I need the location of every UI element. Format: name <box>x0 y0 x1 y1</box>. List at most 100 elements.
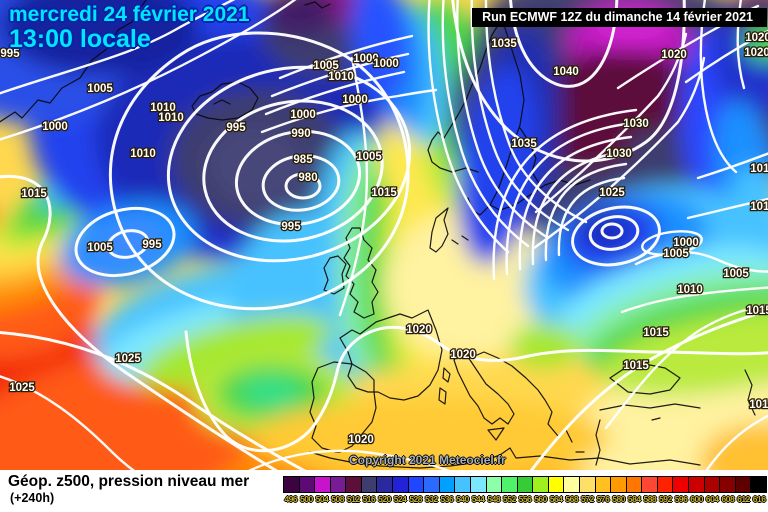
isobar-label: 1015 <box>746 305 768 317</box>
isobar-label: 1000 <box>673 237 699 249</box>
scale-value: 512 <box>346 494 360 504</box>
isobar-contours <box>0 0 768 470</box>
isobar-label: 1005 <box>87 242 113 254</box>
scale-value: 608 <box>721 494 735 504</box>
isobar-label: 1000 <box>342 94 368 106</box>
scale-value: 496 <box>284 494 298 504</box>
isobar-label: 1025 <box>115 353 141 365</box>
isobar-label: 1020 <box>406 324 432 336</box>
coast-italy <box>438 349 515 441</box>
isobar-label: 995 <box>142 239 162 251</box>
scale-value: 556 <box>518 494 532 504</box>
isobar-label: 1015 <box>21 188 47 200</box>
isobar-label: 1030 <box>623 118 649 130</box>
isobar-label: 1030 <box>606 148 632 160</box>
forecast-lead-time: (+240h) <box>10 491 55 505</box>
scale-value: 588 <box>643 494 657 504</box>
scale-color-box <box>611 477 627 492</box>
scale-value: 568 <box>565 494 579 504</box>
scale-color-box <box>626 477 643 492</box>
coast-denmark <box>429 207 469 253</box>
scale-color-box <box>439 477 456 492</box>
scale-value: 616 <box>752 494 766 504</box>
scale-color-box <box>533 477 549 492</box>
scale-color-box <box>657 477 674 492</box>
scale-color-box <box>361 477 378 492</box>
scale-value: 504 <box>315 494 329 504</box>
coastlines <box>0 0 756 469</box>
chart-title: Géop. z500, pression niveau mer <box>8 473 250 490</box>
isobar-label: 1015 <box>643 327 669 339</box>
scale-value: 508 <box>331 494 344 504</box>
scale-color-box <box>284 477 300 492</box>
scale-value: 560 <box>534 494 547 504</box>
scale-value: 580 <box>612 494 625 504</box>
scale-color-box <box>424 477 440 492</box>
scale-color-box <box>486 477 503 492</box>
isobar-label: 1005 <box>723 268 749 280</box>
scale-value: 596 <box>674 494 688 504</box>
isobar-label: 1020 <box>744 47 768 59</box>
scale-color-box <box>704 477 721 492</box>
isobar-label: 1020 <box>745 32 768 44</box>
isobar-label: 1025 <box>9 382 35 394</box>
scale-color-box <box>299 477 316 492</box>
scale-color-box <box>735 477 752 492</box>
isobar-label: 1010 <box>328 71 354 83</box>
scale-color-box <box>377 477 394 492</box>
isobar-label: 1040 <box>553 66 579 78</box>
isobar-label: 1025 <box>599 187 625 199</box>
scale-value: 516 <box>362 494 376 504</box>
scale-color-box <box>579 477 596 492</box>
scale-value: 564 <box>549 494 563 504</box>
isobar-label: 1035 <box>491 38 517 50</box>
coast-iceland <box>191 81 259 121</box>
coast-svalbard <box>304 1 331 9</box>
run-info-box: Run ECMWF 12Z du dimanche 14 février 202… <box>472 8 767 27</box>
coast-caspian <box>744 369 756 416</box>
local-time-text: 13:00 locale <box>9 25 151 54</box>
scale-value: 572 <box>581 494 594 504</box>
scale-color-box <box>720 477 736 492</box>
scale-value: 576 <box>596 494 610 504</box>
color-scale: 496 500 504 508 512 516 520 524 528 532 536 540 544 5… <box>283 476 767 504</box>
scale-value: 600 <box>690 494 703 504</box>
scale-color-box <box>393 477 409 492</box>
isobar-label: 995 <box>281 221 301 233</box>
isobar-label: 1015 <box>750 163 768 175</box>
isobar-label: 1005 <box>663 248 689 260</box>
isobar-label: 1000 <box>42 121 68 133</box>
scale-value: 584 <box>627 494 641 504</box>
isobar-label: 1005 <box>87 83 113 95</box>
isobar-labels: 995 1005 1010 1010 1000 1010 1015 1005 995 1025 10… <box>0 31 768 448</box>
color-scale-values: 496 500 504 508 512 516 520 524 528 532 536 540 544 5… <box>283 494 767 504</box>
isobar-label: 1020 <box>348 434 374 446</box>
isobar-label: 1010 <box>677 284 703 296</box>
isobar-label: 1005 <box>356 151 382 163</box>
weather-map-svg: 995 1005 1010 1010 1000 1010 1015 1005 995 1025 10… <box>0 0 768 470</box>
date-block: mercredi 24 février 2021 13:00 locale <box>9 4 250 53</box>
isobar-label: 990 <box>291 128 310 140</box>
scale-value: 604 <box>705 494 719 504</box>
isobar-label: 1020 <box>661 49 687 61</box>
isobar-label: 1015 <box>623 360 649 372</box>
isobar-label: 1010 <box>750 201 768 213</box>
scale-value: 552 <box>502 494 516 504</box>
scale-value: 520 <box>378 494 391 504</box>
scale-color-box <box>564 477 580 492</box>
scale-color-box <box>689 477 705 492</box>
isobar-label: 980 <box>298 172 317 184</box>
map-area: 995 1005 1010 1010 1000 1010 1015 1005 995 1025 10… <box>0 0 768 470</box>
scale-color-box <box>673 477 690 492</box>
scale-color-box <box>595 477 612 492</box>
isobar-label: 1035 <box>511 138 537 150</box>
scale-color-box <box>548 477 565 492</box>
scale-color-box <box>346 477 362 492</box>
scale-value: 524 <box>393 494 407 504</box>
scale-value: 528 <box>409 494 423 504</box>
isobar-label: 985 <box>293 154 313 166</box>
isobar-label: 995 <box>0 48 20 60</box>
scale-value: 592 <box>659 494 672 504</box>
scale-value: 612 <box>737 494 750 504</box>
isobar-label: 1000 <box>353 53 379 65</box>
